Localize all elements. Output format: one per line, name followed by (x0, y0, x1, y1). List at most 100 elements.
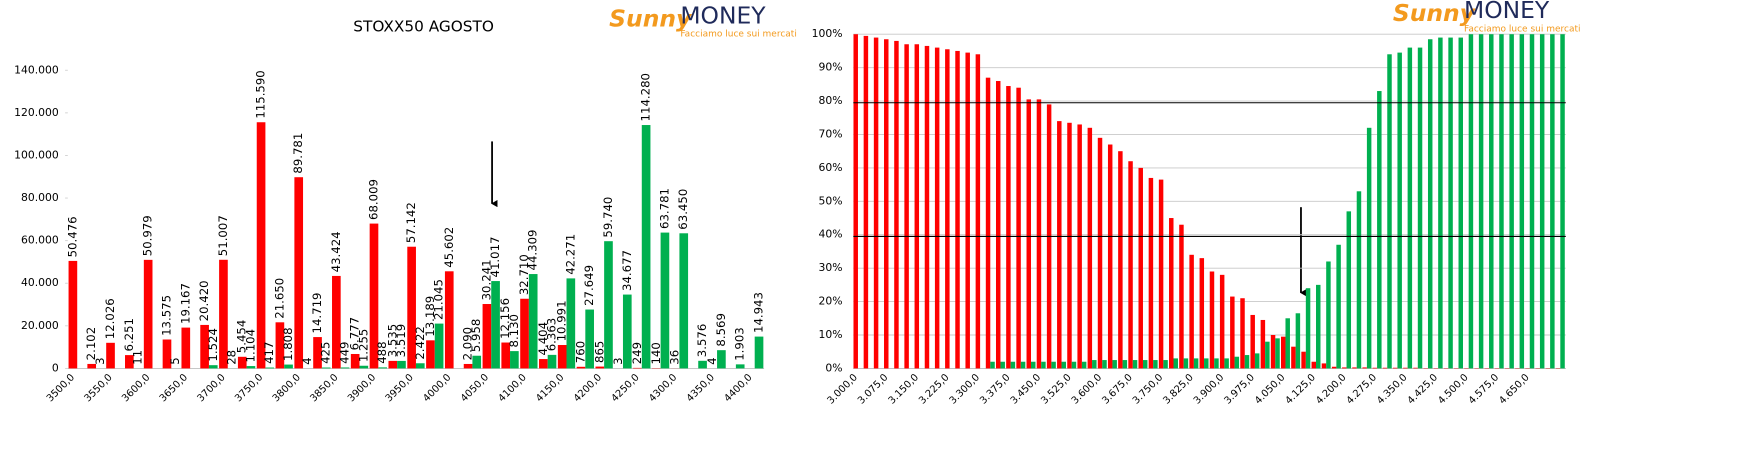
x-tick-label: 4.050,0 (1253, 372, 1287, 406)
bar (1158, 179, 1164, 369)
bar (1372, 367, 1378, 369)
y-tick-label: 60% (818, 161, 842, 174)
bar (679, 233, 689, 369)
bar (1000, 361, 1005, 369)
y-tick-label: 30% (818, 261, 842, 274)
data-label: 50.476 (65, 216, 79, 257)
x-tick-label: 3.300,0 (948, 372, 982, 406)
bar (181, 327, 191, 369)
bar (1342, 367, 1347, 369)
bar (1458, 37, 1463, 369)
bar (1346, 211, 1352, 369)
bar (1240, 298, 1245, 369)
logo-name: MONEY (1464, 0, 1550, 24)
bar (1016, 87, 1021, 369)
data-label: 865 (592, 341, 606, 363)
bar (698, 360, 707, 369)
x-tick-label: 3500,0 (45, 372, 77, 404)
x-tick-label: 3.000,0 (825, 372, 859, 406)
data-label: 2.422 (413, 326, 427, 360)
bar (1209, 271, 1215, 369)
y-tick-label: 0 (52, 361, 59, 374)
bar (125, 355, 134, 369)
bar (1250, 314, 1255, 369)
bar (1234, 356, 1240, 369)
x-tick-label: 3.750,0 (1131, 372, 1165, 406)
bar (520, 298, 529, 369)
bar (1392, 367, 1398, 369)
bar (1142, 360, 1148, 369)
bar (359, 365, 369, 369)
bar (313, 337, 322, 369)
bar (106, 342, 115, 369)
y-tick-label: 120.000 (14, 106, 59, 119)
y-tick-label: 0% (825, 361, 842, 374)
data-label: 41.017 (488, 237, 502, 278)
bar (1311, 361, 1317, 369)
logo-brand: Sunny (1393, 0, 1477, 27)
x-tick-label: 3.450,0 (1009, 372, 1043, 406)
bar (735, 364, 745, 369)
bar (1097, 137, 1103, 369)
logo-tagline: Facciamo luce sui mercati (1464, 24, 1581, 34)
bar (1128, 161, 1133, 369)
x-tick-label: 3.375,0 (978, 372, 1012, 406)
bar (1366, 127, 1372, 369)
x-tick-label: 4300,0 (647, 372, 679, 404)
y-tick-label: 10% (818, 328, 842, 341)
data-label: 5.454 (235, 320, 249, 354)
bar (1280, 336, 1286, 369)
bar (1539, 34, 1545, 369)
bar (1122, 360, 1128, 369)
data-label: 5 (168, 357, 182, 364)
data-label: 6.777 (348, 317, 362, 351)
bar (1163, 360, 1168, 369)
x-tick-label: 3.075,0 (856, 372, 890, 406)
bar (415, 363, 425, 369)
data-label: 1.104 (243, 329, 257, 363)
bar (754, 336, 764, 369)
data-label: 1.903 (733, 327, 747, 361)
bar (237, 356, 247, 369)
data-label: 3.576 (695, 324, 709, 358)
bar (162, 339, 172, 369)
logo-brand: Sunny (609, 4, 693, 32)
data-label: 2.102 (84, 327, 98, 361)
x-tick-label: 3900,0 (346, 372, 378, 404)
x-tick-label: 4350,0 (685, 372, 717, 404)
bar (1061, 361, 1067, 369)
bar (1224, 358, 1229, 369)
bar (1560, 34, 1565, 369)
data-label: 14.719 (310, 293, 324, 334)
y-tick-label: 80.000 (21, 191, 59, 204)
data-label: 6.251 (122, 318, 136, 352)
bar (1529, 34, 1535, 369)
bar (1397, 52, 1402, 369)
bar (340, 367, 350, 369)
bar (407, 246, 416, 369)
data-label: 249 (630, 342, 644, 364)
data-label: 6.363 (545, 318, 559, 352)
data-label: 27.649 (582, 265, 596, 306)
data-label: 13.575 (159, 295, 173, 336)
bar (444, 271, 454, 369)
bar (1403, 367, 1408, 369)
bar (1102, 360, 1107, 369)
data-label: 4.404 (536, 322, 550, 356)
bar (1270, 334, 1276, 369)
bar (1077, 124, 1082, 369)
bar (275, 322, 285, 369)
data-label: 1.255 (356, 329, 370, 363)
bar (501, 342, 511, 369)
bar (914, 44, 920, 369)
bar (1285, 318, 1290, 369)
bar (1148, 177, 1154, 369)
bar (990, 361, 995, 369)
data-label: 3.519 (394, 324, 408, 358)
data-label: 114.280 (639, 73, 653, 121)
x-tick-label: 3650,0 (158, 372, 190, 404)
bar (1331, 366, 1337, 369)
x-tick-label: 4.200,0 (1314, 372, 1348, 406)
